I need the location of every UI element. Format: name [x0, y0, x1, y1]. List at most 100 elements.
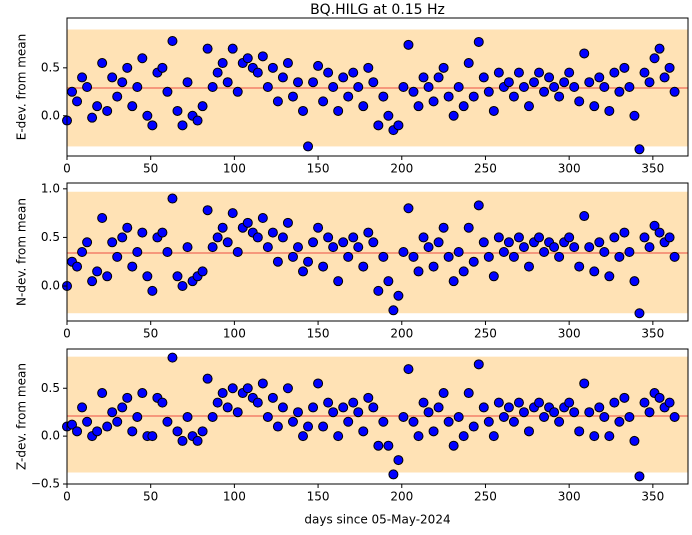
point — [584, 407, 595, 418]
point — [649, 220, 660, 231]
point — [272, 421, 283, 432]
point — [303, 421, 314, 432]
point — [227, 383, 238, 394]
point — [177, 435, 188, 446]
point — [614, 86, 625, 97]
point — [348, 397, 359, 408]
point — [518, 407, 529, 418]
point — [634, 144, 645, 155]
point — [167, 352, 178, 363]
point — [328, 242, 339, 253]
point — [318, 421, 329, 432]
subplot: 0 50 100 150 200 250 300 350 0.0 0.5 E-dev. from m… — [15, 2, 689, 176]
point — [614, 416, 625, 427]
point — [177, 120, 188, 131]
point — [398, 82, 409, 92]
point — [428, 426, 439, 437]
point — [478, 237, 489, 248]
point — [363, 227, 374, 238]
point — [358, 426, 369, 437]
point — [529, 77, 540, 88]
point — [639, 232, 650, 243]
point — [212, 67, 223, 78]
point — [478, 402, 489, 413]
axes-frame — [66, 17, 689, 157]
point — [463, 58, 474, 69]
point — [207, 82, 218, 92]
point — [277, 232, 288, 243]
chart-title: BQ.HILG at 0.15 Hz — [310, 2, 445, 18]
point — [378, 91, 389, 102]
y-axis-label: E-dev. from mean — [15, 34, 29, 140]
point — [262, 411, 273, 422]
point — [257, 212, 268, 223]
point — [298, 105, 309, 116]
point — [594, 402, 605, 413]
point — [142, 271, 153, 282]
point — [197, 266, 208, 277]
point — [107, 237, 118, 248]
point — [127, 261, 138, 272]
x-tick-label: 350 — [641, 162, 664, 176]
x-tick-label: 300 — [558, 490, 581, 504]
point — [599, 411, 610, 422]
point — [197, 101, 208, 112]
tolerance-band — [67, 356, 688, 473]
point — [162, 247, 173, 257]
y-tick-label: 0.5 — [41, 60, 60, 74]
point — [473, 36, 484, 47]
point — [644, 77, 655, 88]
point — [468, 256, 479, 267]
point — [97, 388, 108, 399]
point — [137, 227, 148, 238]
y-tick-label: 0.0 — [41, 429, 60, 443]
point — [298, 266, 309, 277]
point — [257, 51, 268, 62]
point — [313, 222, 324, 233]
point — [589, 431, 600, 442]
point — [569, 82, 580, 92]
point — [353, 407, 364, 418]
point — [624, 411, 635, 422]
point — [584, 77, 595, 88]
point — [277, 72, 288, 83]
point — [112, 251, 123, 262]
point — [488, 431, 499, 442]
point — [292, 77, 303, 88]
point — [182, 411, 193, 422]
point — [388, 305, 399, 316]
x-tick-label: 200 — [390, 490, 413, 504]
point — [242, 53, 253, 64]
point — [192, 435, 203, 446]
point — [413, 101, 424, 112]
point — [77, 402, 88, 413]
point — [127, 426, 138, 437]
point — [72, 261, 83, 272]
point — [122, 222, 133, 233]
point — [554, 251, 565, 262]
point — [262, 242, 273, 253]
point — [438, 388, 449, 399]
axes-frame — [66, 182, 689, 322]
point — [287, 91, 298, 102]
point — [112, 91, 123, 102]
point — [172, 271, 183, 282]
point — [579, 48, 590, 59]
point — [473, 200, 484, 211]
point — [408, 416, 419, 427]
point — [328, 82, 339, 92]
point — [232, 407, 243, 418]
x-tick-label: 150 — [307, 327, 330, 341]
y-tick-label: 0.5 — [41, 381, 60, 395]
point — [147, 431, 158, 442]
point — [569, 242, 580, 253]
point — [202, 373, 213, 384]
y-axis-label: Z-dev. from mean — [15, 363, 29, 470]
point — [408, 251, 419, 262]
point — [534, 67, 545, 78]
point — [513, 397, 524, 408]
point — [483, 86, 494, 97]
point — [659, 72, 670, 83]
point — [358, 261, 369, 272]
point — [458, 101, 469, 112]
